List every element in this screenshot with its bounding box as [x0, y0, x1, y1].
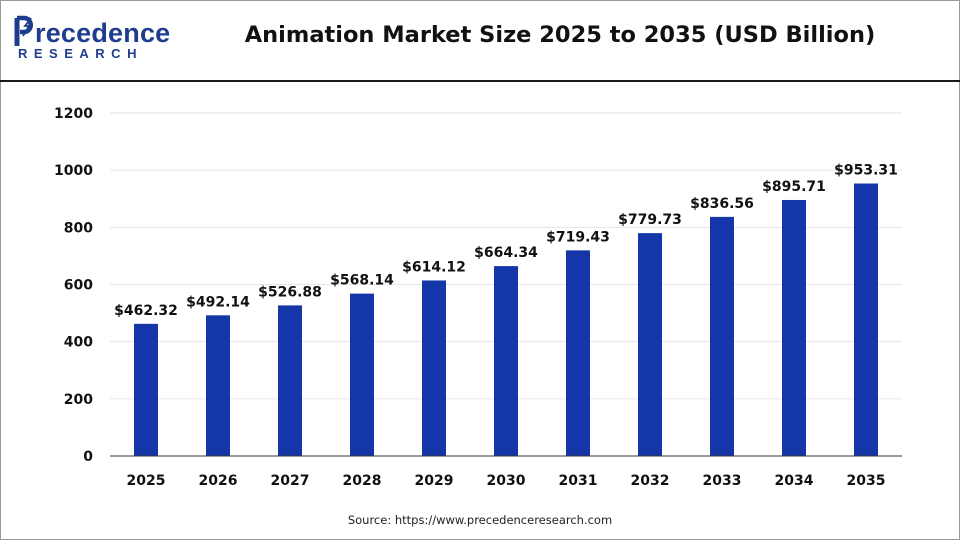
value-label-2031: $719.43: [546, 229, 610, 245]
grid-layer: [110, 112, 902, 400]
x-tick-label: 2033: [703, 473, 742, 489]
bar-chart: 0 200 400 600 800 1000 1200 $462.32 $492.14 $526…: [54, 106, 902, 489]
x-tick-label: 2031: [559, 473, 598, 489]
y-tick-label: 0: [83, 449, 93, 465]
value-label-2034: $895.71: [762, 179, 826, 195]
bar-2031: [566, 250, 590, 456]
value-label-2026: $492.14: [186, 294, 250, 310]
bar-2033: [710, 216, 734, 456]
source-note: Source: https://www.precedenceresearch.c…: [347, 513, 613, 527]
x-tick-label: 2028: [343, 473, 382, 489]
y-tick-label: 1200: [54, 106, 93, 122]
logo-top-row: recedence: [14, 12, 170, 48]
x-tick-label: 2025: [127, 473, 166, 489]
header: recedence RESEARCH Animation Market Size…: [0, 0, 960, 82]
value-label-2027: $526.88: [258, 284, 322, 300]
value-label-2035: $953.31: [834, 163, 898, 179]
y-tick-label: 200: [64, 392, 93, 408]
logo-subtitle: RESEARCH: [18, 46, 143, 61]
bar-2028: [350, 293, 374, 456]
x-tick-label: 2030: [487, 473, 526, 489]
x-tick-label: 2027: [271, 473, 310, 489]
x-tick-label: 2029: [415, 473, 454, 489]
value-labels: $462.32 $492.14 $526.88 $568.14 $614.12 $664.…: [114, 163, 898, 319]
value-label-2030: $664.34: [474, 245, 538, 261]
value-label-2028: $568.14: [330, 273, 394, 289]
y-tick-labels: 0 200 400 600 800 1000 1200: [54, 106, 93, 465]
bar-2030: [494, 266, 518, 456]
value-label-2025: $462.32: [114, 303, 178, 319]
x-tick-label: 2032: [631, 473, 670, 489]
bar-2026: [206, 315, 230, 456]
logo-p-icon: [14, 15, 33, 46]
bar-2032: [638, 233, 662, 456]
value-label-2029: $614.12: [402, 259, 466, 275]
x-tick-label: 2026: [199, 473, 238, 489]
x-tick-label: 2035: [847, 473, 886, 489]
x-tick-label: 2034: [775, 473, 814, 489]
y-tick-label: 400: [64, 335, 93, 351]
bar-2035: [854, 183, 878, 457]
bars: [134, 183, 878, 457]
chart-title: Animation Market Size 2025 to 2035 (USD …: [244, 22, 876, 48]
bar-2025: [134, 323, 158, 456]
bar-2034: [782, 199, 806, 456]
precedence-research-logo: recedence RESEARCH: [14, 12, 170, 64]
bar-2029: [422, 280, 446, 456]
y-tick-label: 800: [64, 220, 93, 236]
y-tick-label: 600: [64, 278, 93, 294]
y-tick-label: 1000: [54, 163, 93, 179]
value-label-2033: $836.56: [690, 196, 754, 212]
bar-2027: [278, 305, 302, 456]
logo-word: recedence: [35, 18, 171, 48]
value-label-2032: $779.73: [618, 212, 682, 228]
x-tick-labels: 2025 2026 2027 2028 2029 2030 2031 2032 2033 2034…: [127, 473, 886, 489]
